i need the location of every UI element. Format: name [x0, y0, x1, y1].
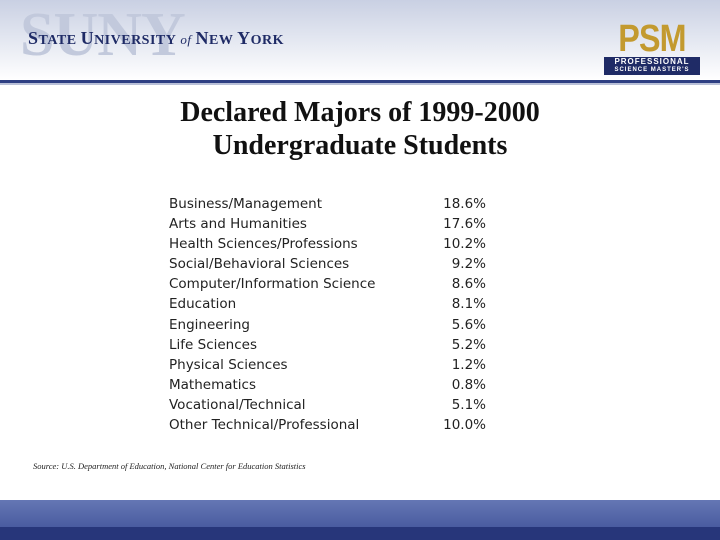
major-percent: 0.8% [451, 376, 486, 393]
list-item: Other Technical/Professional 10.0% [169, 415, 499, 435]
suny-watermark-logo: SUNY [20, 1, 186, 69]
suny-letter: N [195, 28, 209, 48]
suny-text: NIVERSITY [94, 33, 177, 48]
list-item: Mathematics 0.8% [169, 375, 499, 395]
suny-letter: S [28, 28, 39, 48]
major-name: Health Sciences/Professions [169, 236, 358, 253]
psm-logo-line1: PROFESSIONAL [604, 57, 700, 66]
major-percent: 17.6% [443, 216, 486, 233]
major-percent: 10.2% [443, 236, 486, 253]
list-item: Arts and Humanities 17.6% [169, 214, 499, 234]
major-percent: 5.1% [451, 396, 486, 413]
header-divider [0, 80, 720, 85]
majors-list: Business/Management 18.6% Arts and Humani… [169, 194, 499, 435]
list-item: Education 8.1% [169, 294, 499, 314]
suny-text: TATE [38, 33, 81, 48]
psm-logo: PSM PROFESSIONAL SCIENCE MASTER'S [604, 18, 700, 75]
suny-letter: Y [237, 28, 251, 48]
suny-text: EW [209, 33, 238, 48]
major-name: Computer/Information Science [169, 276, 376, 293]
major-percent: 5.2% [451, 336, 486, 353]
major-name: Life Sciences [169, 336, 257, 353]
suny-wordmark: STATE UNIVERSITY of NEW YORK [28, 28, 284, 49]
source-citation: Source: U.S. Department of Education, Na… [33, 461, 306, 471]
psm-logo-line2: SCIENCE MASTER'S [604, 66, 700, 75]
major-percent: 5.6% [451, 316, 486, 333]
major-name: Vocational/Technical [169, 396, 306, 413]
slide-title: Declared Majors of 1999-2000 Undergradua… [0, 96, 720, 162]
major-name: Education [169, 296, 237, 313]
title-line-2: Undergraduate Students [212, 130, 508, 161]
list-item: Health Sciences/Professions 10.2% [169, 234, 499, 254]
major-percent: 10.0% [443, 417, 486, 434]
list-item: Computer/Information Science 8.6% [169, 274, 499, 294]
major-name: Other Technical/Professional [169, 417, 360, 434]
list-item: Life Sciences 5.2% [169, 335, 499, 355]
list-item: Business/Management 18.6% [169, 194, 499, 214]
major-percent: 1.2% [451, 356, 486, 373]
list-item: Engineering 5.6% [169, 315, 499, 335]
psm-logo-letters: PSM [618, 18, 686, 60]
header-band [0, 0, 720, 80]
list-item: Physical Sciences 1.2% [169, 355, 499, 375]
major-percent: 8.1% [451, 296, 486, 313]
major-name: Mathematics [169, 376, 256, 393]
suny-text: ORK [250, 33, 284, 48]
major-name: Business/Management [169, 196, 323, 212]
major-name: Engineering [169, 316, 250, 333]
title-line-1: Declared Majors of 1999-2000 [180, 97, 540, 128]
major-name: Physical Sciences [169, 356, 288, 373]
major-percent: 18.6% [443, 196, 486, 212]
major-percent: 9.2% [451, 256, 486, 273]
footer-rule [0, 527, 720, 540]
major-name: Social/Behavioral Sciences [169, 256, 350, 273]
list-item: Social/Behavioral Sciences 9.2% [169, 254, 499, 274]
major-name: Arts and Humanities [169, 216, 307, 233]
suny-letter: U [80, 28, 95, 48]
suny-of: of [180, 32, 192, 47]
major-percent: 8.6% [451, 276, 486, 293]
list-item: Vocational/Technical 5.1% [169, 395, 499, 415]
